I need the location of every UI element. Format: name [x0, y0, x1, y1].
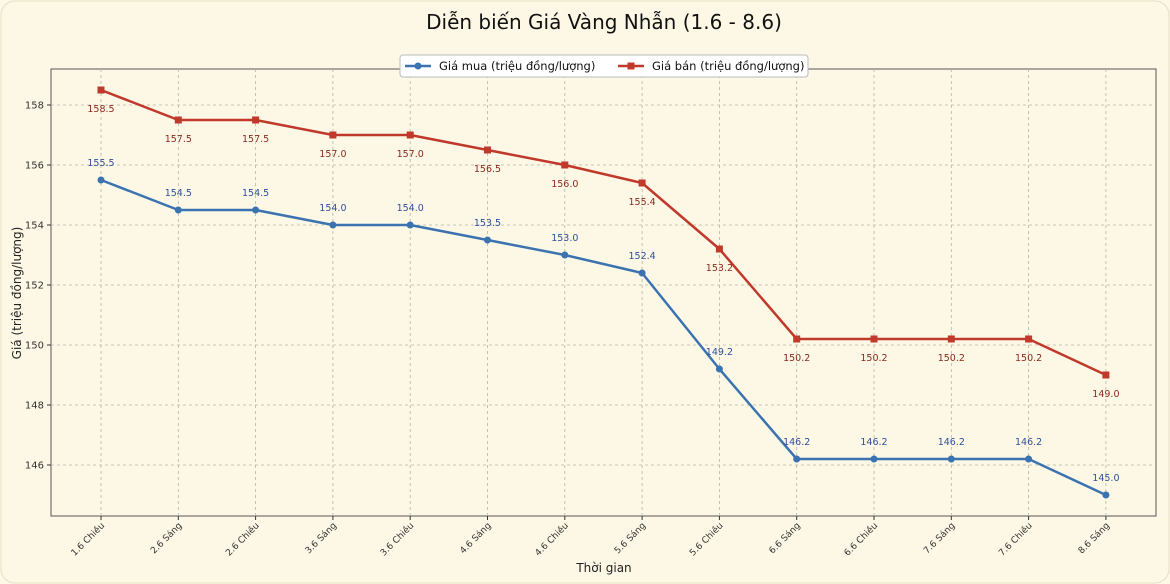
- data-point: [870, 335, 878, 343]
- data-label: 150.2: [938, 353, 965, 364]
- data-label: 154.0: [319, 203, 346, 214]
- data-label: 149.2: [706, 347, 733, 358]
- data-label: 145.0: [1092, 473, 1119, 484]
- legend-box: [399, 54, 809, 78]
- legend-marker-buy: [414, 62, 422, 70]
- y-tick-label: 158: [25, 101, 44, 112]
- data-label: 158.5: [87, 104, 114, 115]
- y-tick-label: 154: [25, 221, 44, 232]
- data-label: 155.5: [87, 158, 114, 169]
- y-axis-title: Giá (triệu đồng/lượng): [10, 227, 24, 360]
- data-point: [947, 335, 955, 343]
- data-point: [484, 146, 491, 154]
- data-label: 157.0: [319, 149, 346, 160]
- data-label: 153.5: [474, 218, 501, 229]
- y-tick-label: 146: [25, 461, 44, 472]
- data-point: [329, 221, 337, 229]
- plot-area: [50, 68, 1157, 517]
- data-point: [174, 116, 182, 124]
- data-point: [715, 245, 723, 253]
- legend-label-buy: Giá mua (triệu đồng/lượng): [439, 59, 595, 73]
- grid-lines: [51, 69, 1156, 516]
- data-label: 153.0: [551, 233, 578, 244]
- data-point: [715, 365, 723, 373]
- data-label: 156.5: [474, 164, 501, 175]
- data-label: 157.5: [165, 134, 192, 145]
- data-point: [252, 206, 260, 214]
- data-point: [174, 206, 182, 214]
- data-point: [793, 335, 801, 343]
- data-label: 156.0: [551, 179, 578, 190]
- data-label: 157.0: [397, 149, 424, 160]
- data-label: 154.5: [165, 188, 192, 199]
- data-point: [947, 455, 955, 463]
- data-point: [484, 236, 491, 244]
- data-point: [97, 86, 105, 94]
- data-label: 150.2: [860, 353, 887, 364]
- data-label: 150.2: [1015, 353, 1042, 364]
- y-tick-label: 150: [25, 341, 44, 352]
- y-tick-label: 152: [25, 281, 44, 292]
- data-point: [97, 176, 105, 184]
- data-point: [1025, 335, 1033, 343]
- series-line: [100, 88, 1107, 377]
- data-point: [561, 251, 569, 259]
- data-point: [870, 455, 878, 463]
- data-label: 149.0: [1092, 389, 1119, 400]
- data-point: [1102, 371, 1110, 379]
- data-point: [1025, 455, 1033, 463]
- data-point: [329, 131, 337, 139]
- data-label: 150.2: [783, 353, 810, 364]
- y-tick-label: 156: [25, 161, 44, 172]
- series-sell: 158.5 157.5 157.5 157.0 157.0 156.5 156.0 155.4…: [87, 86, 1120, 400]
- data-label: 146.2: [783, 437, 810, 448]
- data-label: 157.5: [242, 134, 269, 145]
- legend: Giá mua (triệu đồng/lượng) Giá bán (triệ…: [399, 54, 809, 78]
- series-layer: 155.5 154.5 154.5 154.0 154.0 153.5 153.0 152.4…: [87, 86, 1120, 499]
- data-point: [793, 455, 801, 463]
- legend-label-sell: Giá bán (triệu đồng/lượng): [652, 59, 804, 73]
- series-line: [100, 178, 1107, 497]
- data-label: 146.2: [938, 437, 965, 448]
- series-buy: 155.5 154.5 154.5 154.0 154.0 153.5 153.0 152.4…: [87, 158, 1120, 499]
- legend-marker-sell: [627, 62, 635, 70]
- data-point: [406, 131, 414, 139]
- data-label: 146.2: [1015, 437, 1042, 448]
- data-label: 154.5: [242, 188, 269, 199]
- data-label: 152.4: [628, 251, 655, 262]
- y-tick-label: 148: [25, 401, 44, 412]
- data-point: [638, 269, 646, 277]
- data-point: [1102, 491, 1110, 499]
- data-point: [406, 221, 414, 229]
- x-axis-title: Thời gian: [575, 561, 631, 575]
- data-point: [252, 116, 260, 124]
- data-point: [561, 161, 569, 169]
- chart-title: Diễn biến Giá Vàng Nhẫn (1.6 - 8.6): [426, 10, 782, 34]
- data-label: 146.2: [860, 437, 887, 448]
- data-point: [638, 179, 646, 187]
- data-label: 155.4: [628, 197, 655, 208]
- data-label: 154.0: [397, 203, 424, 214]
- data-label: 153.2: [706, 263, 733, 274]
